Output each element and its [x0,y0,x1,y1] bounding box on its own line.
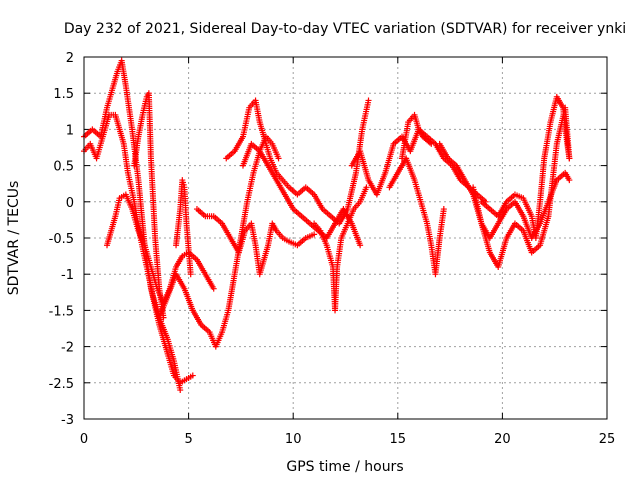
x-tick-label: 10 [285,432,302,447]
x-tick-label: 0 [80,432,88,447]
y-tick-label: 1.5 [53,87,74,102]
series-track-j [311,184,370,314]
data-point [365,97,372,104]
y-tick-label: -1.5 [49,304,74,319]
data-point [363,184,370,191]
data-point [210,285,217,292]
series-track-m [398,111,435,162]
x-tick-label: 15 [390,432,407,447]
x-tick-label: 25 [599,432,616,447]
data-point [187,271,194,278]
x-tick-label: 5 [184,432,192,447]
data-point [566,155,573,162]
y-tick-label: -2.5 [49,377,74,392]
axis-ticks: 2 1.5 1 0.5 0 -0.5 -1 -1.5 -2 -2.5 -3 0 5 10 15 20 25 [49,51,616,447]
plot-frame [83,56,608,420]
series-track-f [156,133,282,350]
data-points [81,57,573,394]
y-tick-label: 0 [66,196,74,211]
chart-title: Day 232 of 2021, Sidereal Day-to-day VTE… [64,21,626,37]
grid [84,57,607,419]
data-point [189,372,196,379]
data-point [428,140,435,147]
data-point [357,242,364,249]
y-tick-label: -3 [61,413,74,428]
data-point [311,231,318,238]
y-axis-title: SDTVAR / TECUs [6,181,22,296]
series-track-g [193,206,318,278]
series-track-p [478,93,573,241]
x-tick-label: 20 [494,432,511,447]
x-axis-title: GPS time / hours [286,459,403,475]
data-point [177,387,184,394]
series-track-l [386,155,447,278]
data-point [426,139,433,146]
y-tick-label: 0.5 [53,160,74,175]
y-tick-label: 2 [66,51,74,66]
data-point [275,155,282,162]
y-tick-label: -0.5 [49,232,74,247]
data-point [566,177,573,184]
y-tick-label: -1 [61,268,74,283]
series-track-e [173,177,194,278]
series-track-d [131,90,167,321]
y-tick-label: 1 [66,123,74,138]
data-point [440,206,447,213]
y-tick-label: -2 [61,341,74,356]
